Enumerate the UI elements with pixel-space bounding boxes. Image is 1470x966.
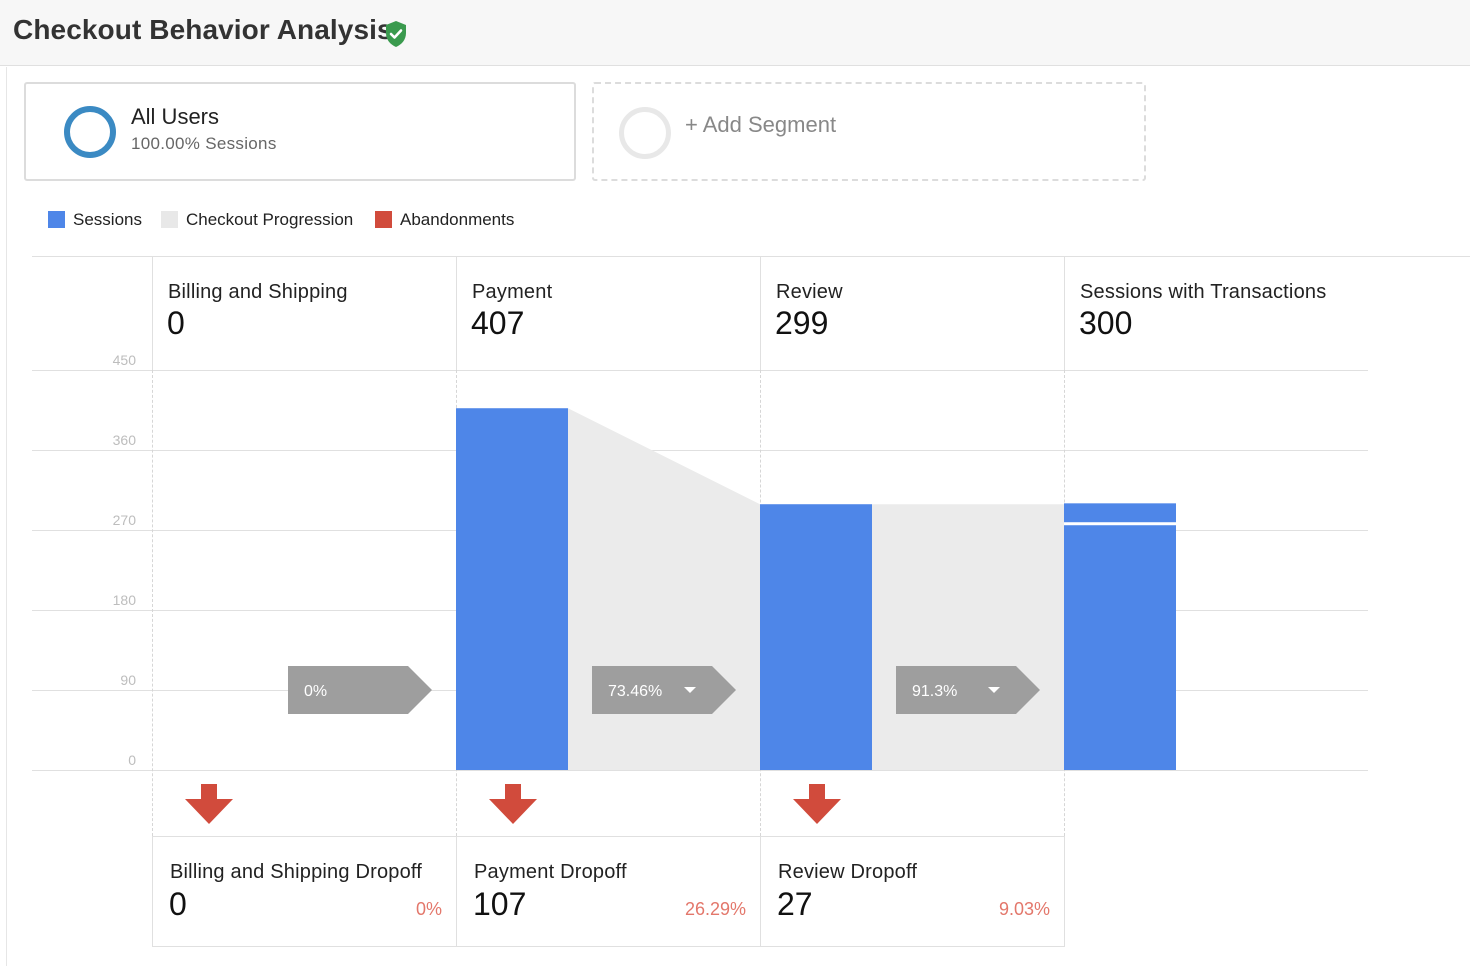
dropoff-top-border	[152, 836, 1065, 837]
segment-subtitle: 100.00% Sessions	[131, 134, 277, 153]
segment-name: All Users	[131, 104, 220, 129]
y-tick-label: 90	[120, 672, 136, 688]
progression-level-marker	[1064, 522, 1176, 526]
step-value: 300	[1079, 305, 1133, 341]
y-tick-label: 450	[112, 352, 136, 368]
checkout-progression-area	[872, 504, 1064, 770]
gridline	[32, 370, 1368, 371]
legend-swatch-progression	[161, 211, 178, 228]
step-value: 299	[775, 305, 829, 341]
dropoff-name: Payment Dropoff	[474, 861, 627, 883]
step-name: Payment	[472, 281, 553, 303]
arrow-down-icon	[793, 784, 841, 824]
progression-rate-label: 73.46%	[608, 683, 662, 700]
dropoff-value: 0	[169, 886, 187, 922]
legend-label: Sessions	[73, 210, 142, 229]
column-divider	[760, 256, 761, 370]
segment-ring-icon	[64, 106, 116, 158]
dropoff-value: 27	[777, 886, 813, 922]
page-title: Checkout Behavior Analysis	[13, 14, 393, 45]
column-guide	[152, 370, 153, 836]
column-divider	[456, 256, 457, 370]
legend-label: Checkout Progression	[186, 210, 354, 229]
gridline	[32, 450, 1368, 451]
dropoff-value: 107	[473, 886, 527, 922]
dropoff-divider	[760, 836, 761, 946]
shield-check-icon	[386, 21, 406, 47]
y-tick-label: 270	[112, 512, 136, 528]
add-segment-button[interactable]: + Add Segment	[592, 82, 1146, 181]
dropoff-name: Review Dropoff	[778, 861, 918, 883]
y-tick-label: 180	[112, 592, 136, 608]
dropoff-divider	[1064, 836, 1065, 946]
progression-rate-label: 91.3%	[912, 683, 957, 700]
sessions-bar	[456, 408, 568, 770]
step-name: Review	[776, 281, 843, 303]
column-divider	[152, 256, 153, 370]
progression-rate-badge	[592, 666, 736, 714]
checkout-progression-area	[568, 408, 760, 770]
dropoff-divider	[152, 836, 153, 946]
empty-segment-ring-icon	[619, 107, 671, 159]
y-tick-label: 360	[112, 432, 136, 448]
dropoff-percent: 26.29%	[684, 899, 746, 919]
dropoff-name: Billing and Shipping Dropoff	[170, 861, 423, 883]
progression-rate-badge	[288, 666, 432, 714]
dropoff-divider	[456, 836, 457, 946]
legend-label: Abandonments	[400, 210, 515, 229]
dropoff-bottom-border	[152, 946, 1065, 947]
arrow-down-icon	[489, 784, 537, 824]
page-header: Checkout Behavior Analysis	[0, 0, 1470, 66]
progression-rate-label: 0%	[304, 683, 327, 700]
caret-down-icon	[988, 687, 1000, 693]
progression-rate-badge	[896, 666, 1040, 714]
sessions-bar	[760, 504, 872, 770]
step-name: Sessions with Transactions	[1080, 281, 1327, 303]
sessions-bar	[1064, 503, 1176, 770]
legend-swatch-abandonments	[375, 211, 392, 228]
left-border	[6, 67, 7, 966]
arrow-down-icon	[185, 784, 233, 824]
caret-down-icon	[684, 687, 696, 693]
legend-swatch-sessions	[48, 211, 65, 228]
step-value: 0	[167, 305, 185, 341]
add-segment-label: + Add Segment	[685, 112, 837, 137]
step-value: 407	[471, 305, 525, 341]
chart-baseline	[32, 770, 1368, 771]
y-tick-label: 0	[128, 752, 136, 768]
segment-all-users[interactable]: All Users 100.00% Sessions	[24, 82, 576, 181]
dropoff-percent: 9.03%	[998, 899, 1050, 919]
chart-top-border	[32, 256, 1470, 257]
column-divider	[1064, 256, 1065, 370]
dropoff-percent: 0%	[415, 899, 442, 919]
step-name: Billing and Shipping	[168, 281, 348, 303]
